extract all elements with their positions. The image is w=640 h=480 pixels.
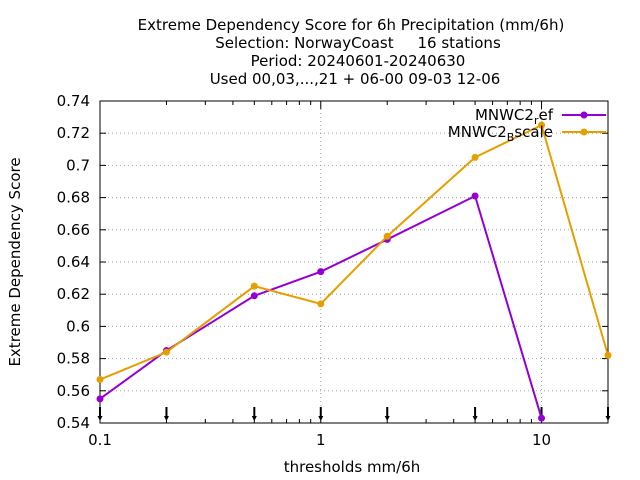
y-tick-label: 0.62 [57, 285, 90, 303]
y-tick-label: 0.54 [57, 414, 90, 432]
title-line-2: Selection: NorwayCoast 16 stations [215, 34, 501, 52]
series-point-2 [604, 351, 612, 359]
legend-marker-2 [580, 128, 588, 136]
threshold-marker-head [163, 416, 169, 421]
legend-label-1: MNWC2ref [475, 106, 554, 127]
x-axis: 0.1 1 10 [88, 101, 609, 449]
threshold-marker-head [384, 416, 390, 421]
legend-label-2: MNWC2Bscale [448, 123, 553, 144]
series-point-1 [96, 395, 104, 403]
series-point-2 [96, 376, 104, 384]
threshold-marker-head [97, 416, 103, 421]
y-tick-label: 0.72 [57, 124, 90, 142]
series-point-1 [471, 192, 479, 200]
series-line-2 [99, 123, 609, 381]
series-point-1 [317, 268, 325, 276]
series-point-2 [250, 282, 258, 290]
y-tick-label: 0.64 [57, 253, 90, 271]
series-point-2 [471, 153, 479, 161]
y-axis: 0.54 0.56 0.58 0.6 0.62 0.64 0.66 0.68 0.7 0.72 0.… [57, 92, 608, 432]
x-tick-label: 0.1 [88, 431, 112, 449]
series [96, 121, 612, 422]
threshold-marker-head [472, 416, 478, 421]
series-point-2 [538, 121, 546, 129]
series-point-2 [162, 348, 170, 356]
y-tick-label: 0.6 [66, 317, 90, 335]
x-tick-label: 10 [532, 431, 551, 449]
x-tick-label: 1 [316, 431, 326, 449]
y-axis-label: Extreme Dependency Score [6, 157, 24, 366]
title-line-1: Extreme Dependency Score for 6h Precipit… [138, 16, 565, 34]
threshold-markers [97, 407, 611, 421]
series-point-1 [538, 414, 546, 422]
threshold-marker-head [318, 416, 324, 421]
title-line-3: Period: 20240601-20240630 [251, 52, 466, 70]
x-axis-label: thresholds mm/6h [284, 458, 421, 476]
threshold-marker-head [251, 416, 257, 421]
y-tick-label: 0.56 [57, 382, 90, 400]
series-point-1 [250, 292, 258, 300]
legend-marker-1 [580, 111, 588, 119]
series-point-2 [317, 300, 325, 308]
title-line-4: Used 00,03,...,21 + 06-00 09-03 12-06 [210, 70, 501, 88]
grid [100, 101, 608, 423]
series-point-2 [383, 232, 391, 240]
chart-title: Extreme Dependency Score for 6h Precipit… [138, 16, 565, 88]
threshold-marker-head [605, 416, 611, 421]
y-tick-label: 0.66 [57, 221, 90, 239]
y-tick-label: 0.68 [57, 189, 90, 207]
y-tick-label: 0.7 [66, 156, 90, 174]
y-tick-label: 0.74 [57, 92, 90, 110]
y-tick-label: 0.58 [57, 350, 90, 368]
